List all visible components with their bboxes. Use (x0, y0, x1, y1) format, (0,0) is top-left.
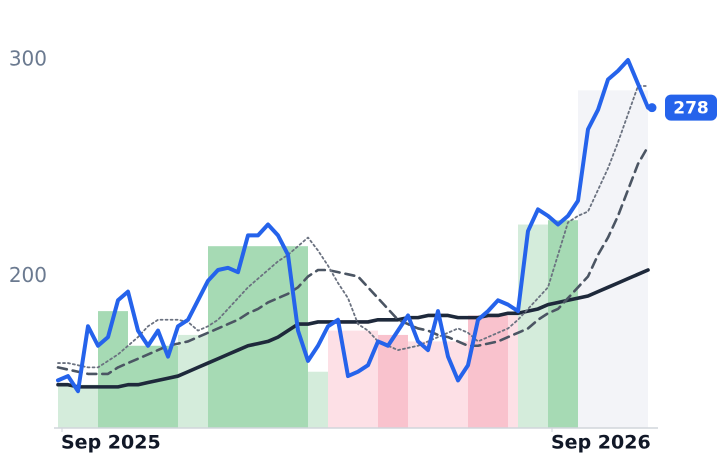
last-value-label: 278 (673, 99, 709, 119)
x-tick-label: Sep 2025 (61, 432, 161, 454)
band (378, 334, 408, 428)
band (128, 345, 178, 428)
y-tick-label: 300 (9, 47, 47, 71)
x-tick-label: Sep 2026 (551, 432, 651, 454)
y-tick-label: 200 (9, 263, 47, 287)
band (508, 315, 518, 428)
band (518, 224, 548, 428)
series-line (56, 58, 650, 394)
band (178, 334, 208, 428)
band (308, 371, 328, 428)
band (578, 90, 648, 428)
band (208, 246, 308, 428)
band (98, 311, 128, 428)
band (408, 341, 468, 428)
series-line (56, 145, 650, 376)
series-line (56, 268, 650, 389)
series-line (57, 85, 649, 369)
band (328, 330, 378, 428)
last-value-dot (647, 103, 657, 113)
last-value-pill (665, 94, 717, 121)
band (548, 220, 578, 428)
